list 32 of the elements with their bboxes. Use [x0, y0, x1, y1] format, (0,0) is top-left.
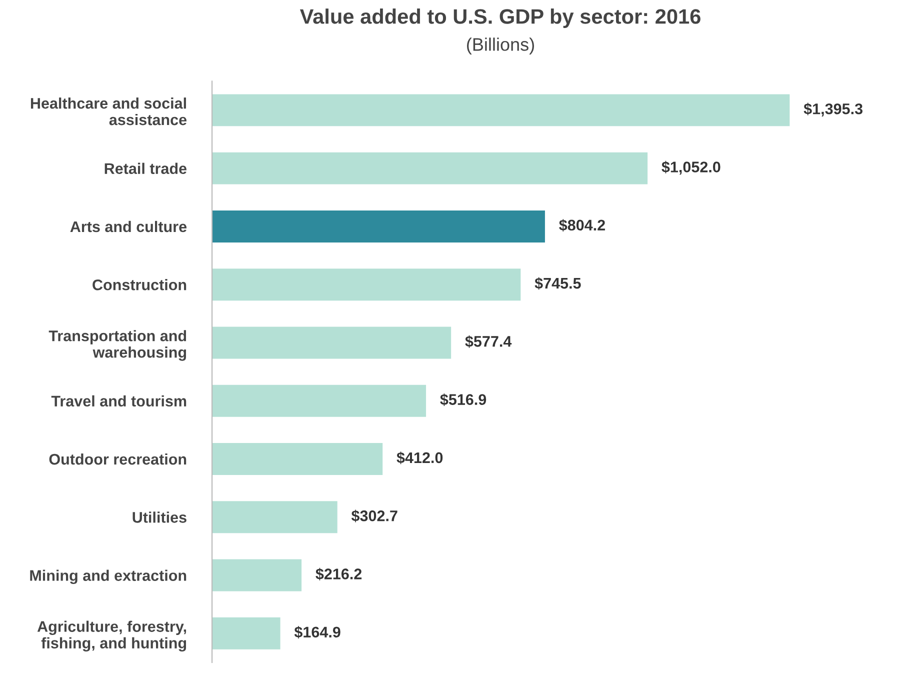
- chart-subtitle: (Billions): [467, 38, 534, 54]
- y-tick-label: Travel and tourism: [51, 395, 186, 407]
- data-label: $1,395.3: [804, 102, 862, 117]
- data-label: $577.4: [465, 335, 512, 348]
- y-tick-label: Healthcare and social assistance: [30, 98, 187, 126]
- y-tick-label: Agriculture, forestry, fishing, and hunting: [37, 620, 186, 652]
- y-tick-label: Outdoor recreation: [49, 453, 186, 465]
- bar: [212, 443, 383, 475]
- data-label: $516.9: [440, 393, 486, 406]
- bar: [212, 210, 545, 242]
- bar: [212, 152, 648, 184]
- bar: [212, 94, 790, 126]
- data-label: $1,052.0: [662, 160, 720, 175]
- data-label: $804.2: [559, 219, 605, 232]
- y-tick-label: Utilities: [132, 512, 186, 523]
- y-tick-label: Transportation and warehousing: [48, 330, 186, 361]
- chart-title: Value added to U.S. GDP by sector: 2016: [300, 8, 700, 28]
- bar: [212, 501, 338, 534]
- data-label: $412.0: [396, 452, 443, 464]
- y-tick-label: Mining and extraction: [30, 570, 186, 584]
- bar: [212, 617, 280, 650]
- data-label: $302.7: [351, 510, 398, 522]
- y-tick-label: Arts and culture: [70, 220, 187, 232]
- data-label: $164.9: [294, 626, 340, 638]
- bar: [212, 326, 452, 359]
- y-tick-label: Construction: [92, 279, 186, 290]
- bar: [212, 559, 302, 592]
- data-label: $745.5: [534, 277, 581, 290]
- bar: [212, 384, 426, 417]
- data-label: $216.2: [316, 568, 362, 580]
- y-tick-label: Retail trade: [104, 162, 187, 174]
- bar: [212, 268, 521, 301]
